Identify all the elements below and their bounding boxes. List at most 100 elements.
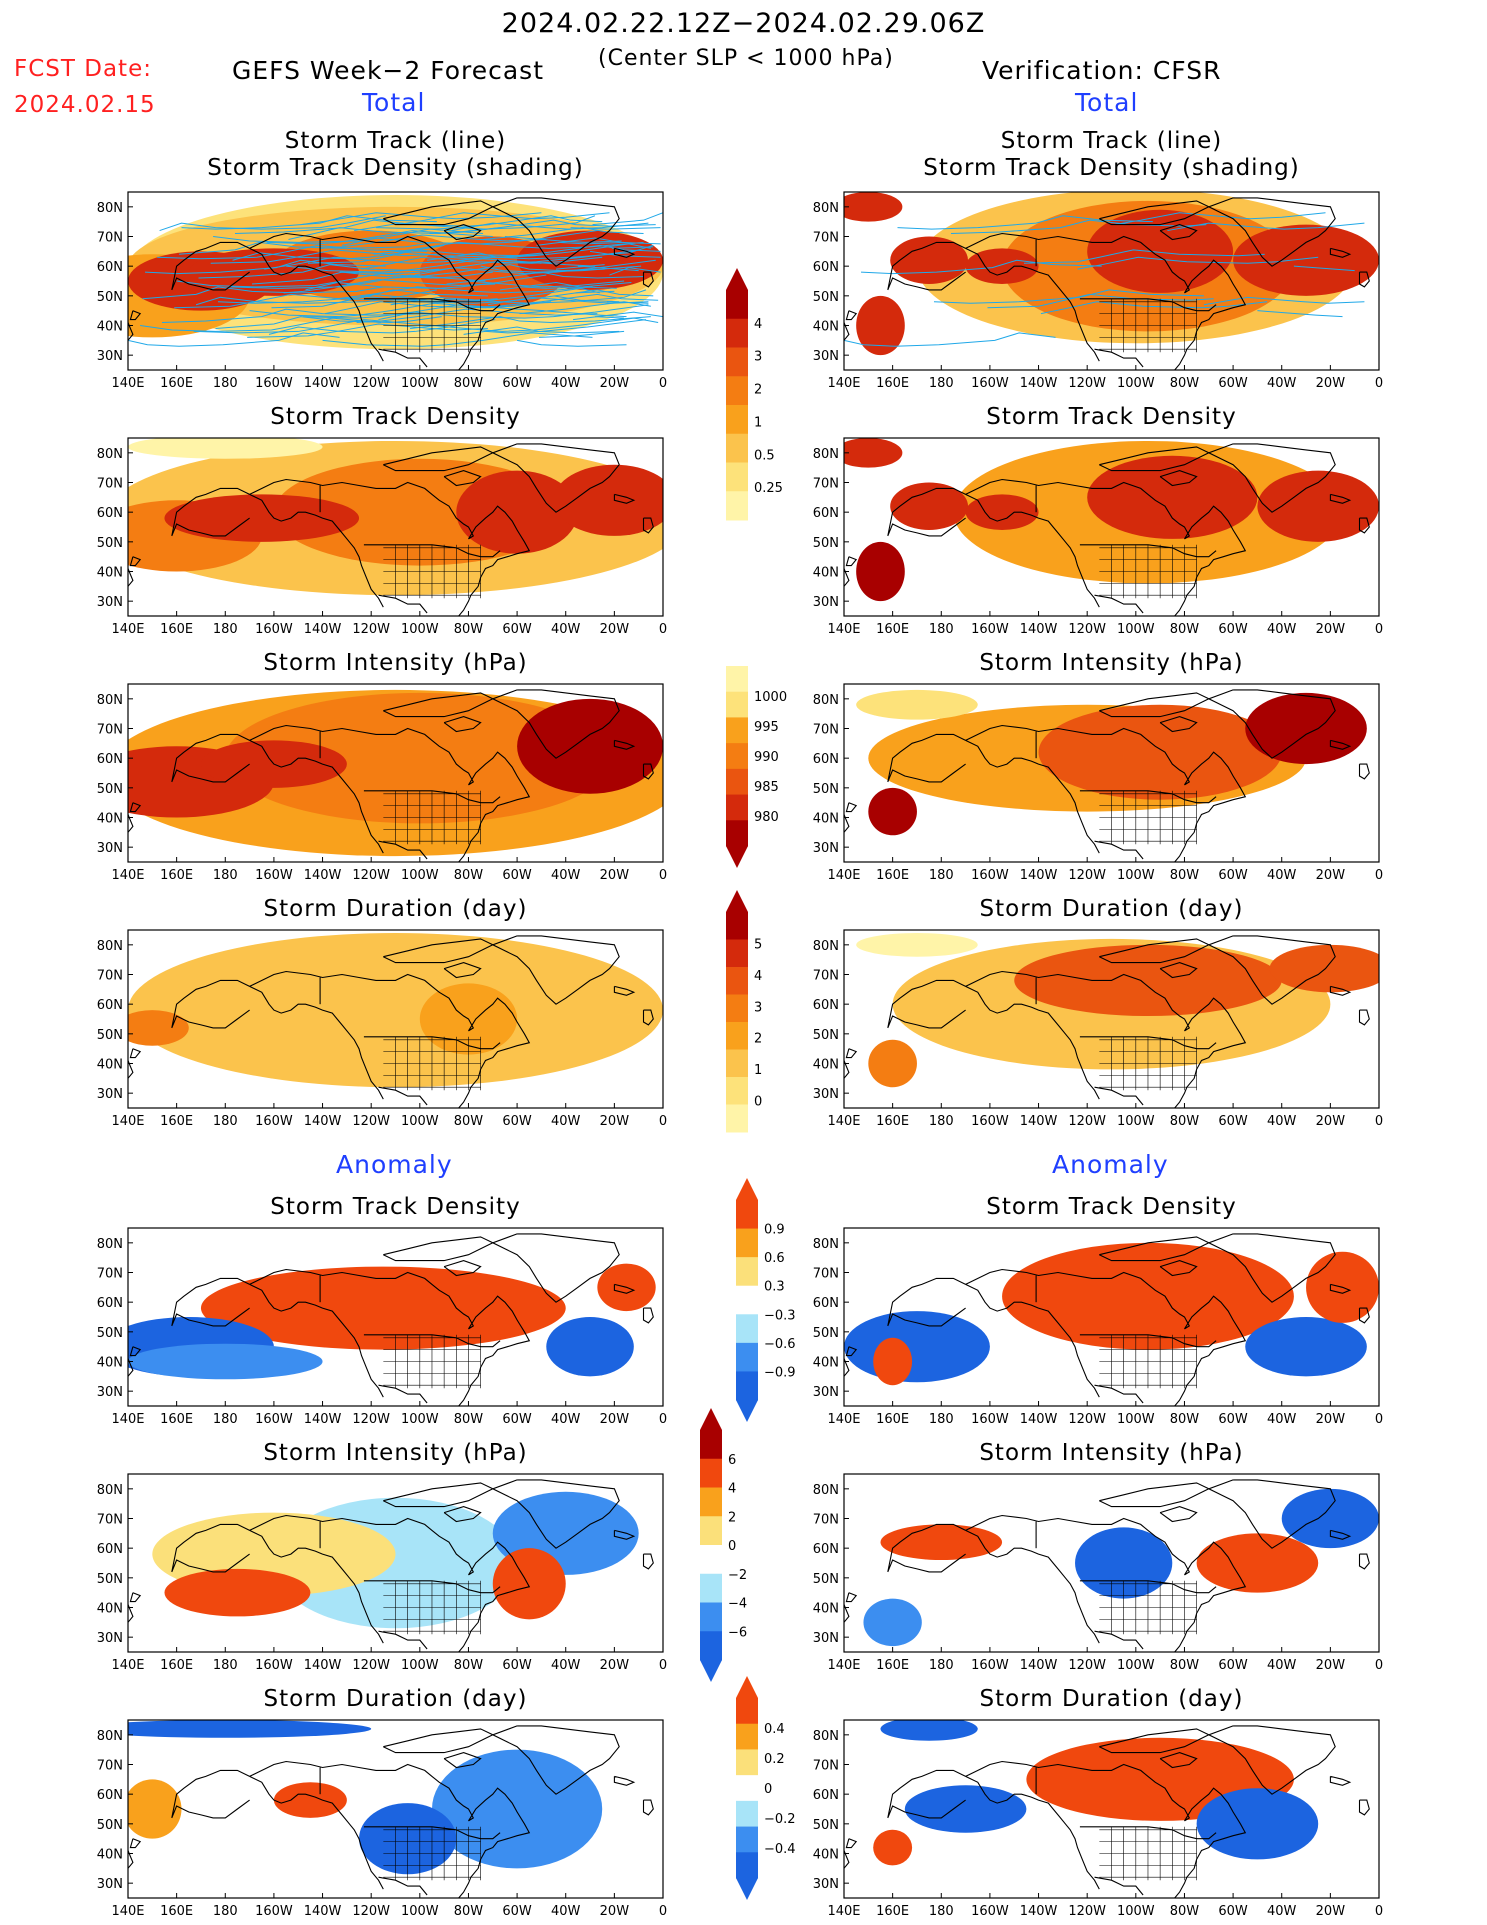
storm-track-line bbox=[249, 302, 491, 318]
lon-tick-label: 20W bbox=[600, 868, 630, 883]
lat-tick-label: 30N bbox=[813, 1385, 839, 1400]
date-range-title: 2024.02.22.12Z−2024.02.29.06Z bbox=[501, 8, 986, 39]
lon-tick-label: 20W bbox=[1316, 1904, 1346, 1919]
colorbar-label: 0.4 bbox=[764, 1722, 785, 1737]
coastline bbox=[383, 200, 495, 226]
lat-tick-label: 30N bbox=[813, 1087, 839, 1102]
lat-tick-label: 30N bbox=[97, 595, 123, 610]
lat-tick-label: 40N bbox=[97, 1058, 123, 1073]
colorbar-label: −0.4 bbox=[764, 1842, 796, 1857]
lat-tick-label: 40N bbox=[813, 566, 839, 581]
lon-tick-label: 160W bbox=[255, 1412, 293, 1427]
coastline bbox=[642, 1799, 654, 1816]
storm-track-line bbox=[373, 241, 644, 255]
lon-tick-label: 140E bbox=[827, 622, 860, 637]
colorbar-label: 0.25 bbox=[754, 481, 783, 496]
lat-tick-label: 40N bbox=[97, 320, 123, 335]
lat-tick-label: 60N bbox=[97, 1542, 123, 1557]
lat-tick-label: 50N bbox=[97, 782, 123, 797]
coastline bbox=[1099, 938, 1211, 964]
lon-tick-label: 120W bbox=[352, 1904, 390, 1919]
lon-tick-label: 120W bbox=[352, 868, 390, 883]
coastline bbox=[965, 1283, 1100, 1398]
coastline bbox=[965, 985, 1100, 1100]
lat-tick-label: 70N bbox=[97, 969, 123, 984]
lon-tick-label: 160W bbox=[971, 1114, 1009, 1129]
lon-tick-label: 120W bbox=[1068, 1114, 1106, 1129]
lon-tick-label: 160W bbox=[255, 868, 293, 883]
coastline bbox=[249, 232, 531, 370]
colorbar-label: −0.9 bbox=[764, 1365, 796, 1380]
coastline bbox=[887, 1523, 966, 1573]
verification-map-row-4: 140E 160E 180 160W 140W 120W 100W 80W 60W 40W 20W 0… bbox=[798, 1227, 1393, 1430]
coastline bbox=[887, 733, 966, 783]
storm-track-line bbox=[210, 249, 437, 264]
lon-tick-label: 80W bbox=[1170, 1658, 1200, 1673]
lon-tick-label: 60W bbox=[1218, 1114, 1248, 1129]
lon-tick-label: 0 bbox=[659, 1904, 667, 1919]
lat-tick-label: 30N bbox=[97, 349, 123, 364]
colorbar-label: 4 bbox=[754, 317, 762, 332]
lat-tick-label: 60N bbox=[97, 260, 123, 275]
coastline bbox=[1207, 935, 1336, 1005]
field-shading bbox=[856, 932, 978, 957]
lon-tick-label: 0 bbox=[1375, 1658, 1383, 1673]
lat-tick-label: 70N bbox=[97, 477, 123, 492]
coastline bbox=[443, 1752, 482, 1769]
field-shading bbox=[868, 787, 917, 836]
left-column-title: GEFS Week−2 Forecast bbox=[232, 56, 545, 85]
coastline bbox=[171, 241, 250, 291]
lon-tick-label: 80W bbox=[1170, 376, 1200, 391]
lon-tick-label: 160E bbox=[160, 1114, 193, 1129]
lon-tick-label: 120W bbox=[352, 376, 390, 391]
storm-track-line bbox=[504, 236, 622, 243]
lon-tick-label: 0 bbox=[659, 1114, 667, 1129]
lon-tick-label: 20W bbox=[600, 1114, 630, 1129]
field-shading bbox=[273, 1782, 347, 1818]
lat-tick-label: 50N bbox=[813, 782, 839, 797]
lat-tick-label: 30N bbox=[813, 349, 839, 364]
forecast-map-row-4: 140E 160E 180 160W 140W 120W 100W 80W 60W 40W 20W 0… bbox=[82, 1227, 677, 1430]
field-shading bbox=[431, 1749, 603, 1869]
storm-track-line bbox=[592, 212, 663, 226]
coastline bbox=[1159, 962, 1198, 979]
coastline bbox=[249, 985, 384, 1100]
panel-title: Storm Track (line) bbox=[284, 128, 507, 154]
storm-track-line bbox=[463, 326, 620, 335]
coastline bbox=[443, 1260, 482, 1277]
lat-tick-label: 60N bbox=[813, 1788, 839, 1803]
coastline bbox=[1099, 1728, 1211, 1754]
coastline bbox=[887, 1769, 966, 1819]
lon-tick-label: 100W bbox=[1117, 1904, 1155, 1919]
verification-map-row-2: 140E 160E 180 160W 140W 120W 100W 80W 60W 40W 20W 0… bbox=[798, 683, 1393, 886]
colorbar-density: 4 3 2 1 0.5 0.25 bbox=[726, 268, 806, 548]
colorbar-label: 2 bbox=[754, 1032, 762, 1047]
lon-tick-label: 180 bbox=[213, 1658, 238, 1673]
storm-track-line bbox=[142, 286, 384, 300]
field-shading bbox=[1245, 692, 1367, 765]
coastline bbox=[845, 1048, 858, 1059]
forecast-map-row-3: 140E 160E 180 160W 140W 120W 100W 80W 60W 40W 20W 0… bbox=[82, 929, 677, 1132]
storm-track-line bbox=[320, 234, 547, 249]
lat-tick-label: 50N bbox=[97, 1818, 123, 1833]
storm-track-line bbox=[324, 301, 552, 315]
colorbar-intensity-anom: 6 4 2 0 −2 −4 −6 bbox=[700, 1408, 780, 1688]
coastline bbox=[845, 310, 858, 321]
coastline bbox=[443, 224, 482, 241]
lat-tick-label: 40N bbox=[813, 1848, 839, 1863]
field-shading bbox=[128, 1779, 182, 1839]
lon-tick-label: 100W bbox=[1117, 376, 1155, 391]
lon-tick-label: 160W bbox=[255, 1114, 293, 1129]
field-shading bbox=[128, 438, 323, 459]
coastline bbox=[383, 446, 495, 472]
field-shading bbox=[1038, 704, 1282, 800]
lon-tick-label: 40W bbox=[1267, 1412, 1297, 1427]
coastline bbox=[1159, 470, 1198, 487]
lon-tick-label: 140W bbox=[304, 376, 342, 391]
lat-tick-label: 40N bbox=[97, 1356, 123, 1371]
coastline bbox=[845, 1592, 858, 1603]
storm-track-line bbox=[174, 293, 430, 309]
lon-tick-label: 120W bbox=[352, 1658, 390, 1673]
storm-track-line bbox=[193, 319, 435, 334]
lon-tick-label: 140E bbox=[111, 622, 144, 637]
